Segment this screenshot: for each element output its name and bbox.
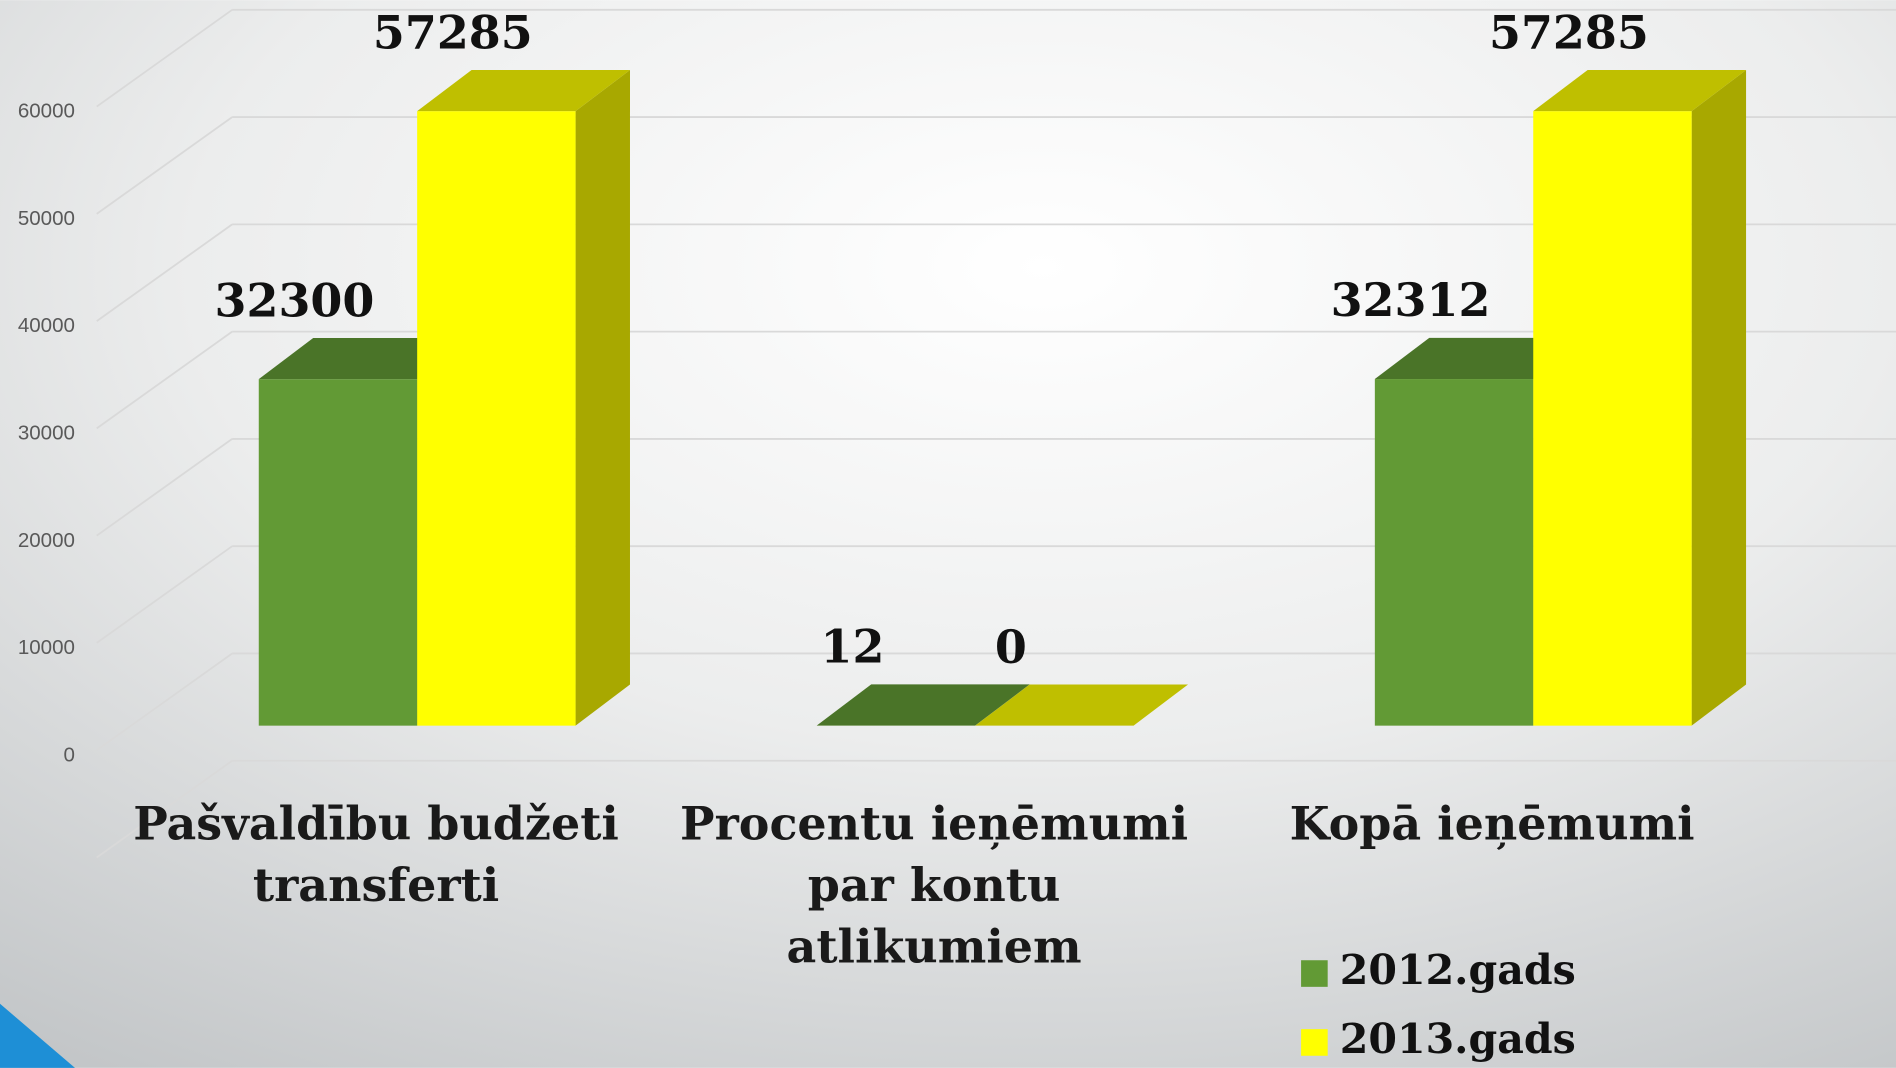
y-tick-label: 10000 (18, 636, 75, 659)
grid-line (96, 116, 233, 215)
grid-line (96, 652, 233, 751)
legend-label: 2013.gads (1340, 1014, 1576, 1063)
value-label: 57285 (1489, 5, 1649, 59)
value-label: 32312 (1331, 273, 1491, 327)
bar-top (417, 70, 630, 112)
grid-line (96, 223, 233, 322)
y-tick-label: 50000 (18, 207, 75, 230)
y-tick-label: 30000 (18, 421, 75, 444)
value-label: 12 (821, 620, 885, 674)
bar-side (975, 684, 1030, 726)
grid-line (96, 759, 233, 859)
bar (1533, 111, 1692, 726)
bar-side (1691, 70, 1747, 726)
x-label-box: Pašvaldību budžeti transferti (133, 795, 619, 912)
grid-line (96, 330, 233, 430)
x-tick-label: Kopā ieņēmumi (1289, 795, 1695, 851)
wall-edge (96, 9, 233, 108)
value-label: 0 (995, 620, 1027, 674)
y-tick-label: 0 (64, 743, 75, 766)
bar (1374, 379, 1534, 726)
legend-label: 2012.gads (1340, 945, 1576, 994)
plot: 0 10000 20000 30000 40000 50000 60000 32300 5728… (18, 5, 1896, 1063)
value-label: 32300 (215, 273, 375, 327)
bar (417, 111, 576, 726)
bar-top (975, 684, 1189, 726)
corner-decoration (0, 1003, 75, 1068)
grid-line (96, 438, 233, 537)
bar-side (575, 70, 630, 726)
x-label-box: Procentu ieņēmumi par kontu atlikumiem (680, 795, 1189, 974)
y-tick-label: 40000 (18, 314, 75, 337)
legend-swatch (1301, 1029, 1328, 1056)
grid-line (96, 545, 233, 644)
y-tick-label: 60000 (18, 100, 75, 123)
bar-top (1533, 70, 1747, 112)
x-label-box: Kopā ieņēmumi (1289, 795, 1695, 851)
y-tick-label: 20000 (18, 529, 75, 552)
legend-swatch (1301, 960, 1328, 987)
bar-top (816, 684, 1030, 726)
x-tick-label: Procentu ieņēmumi par kontu atlikumiem (680, 795, 1189, 974)
bar (258, 379, 418, 726)
x-tick-label: Pašvaldību budžeti transferti (133, 795, 619, 912)
value-label: 57285 (373, 5, 533, 59)
